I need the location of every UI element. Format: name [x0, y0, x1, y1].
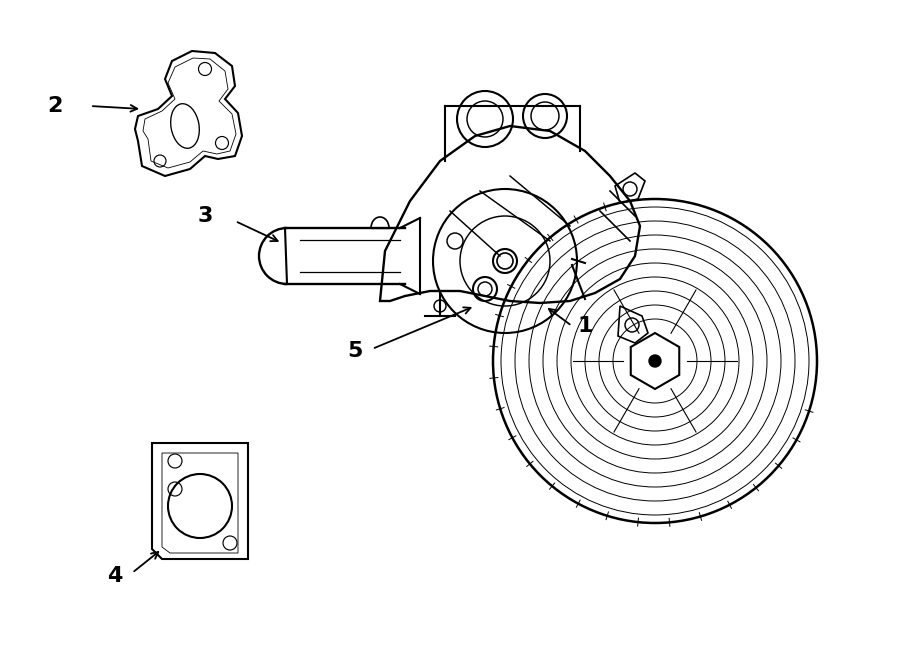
- Text: 2: 2: [48, 96, 63, 116]
- Text: 3: 3: [197, 206, 212, 226]
- Circle shape: [497, 253, 513, 269]
- Text: 5: 5: [347, 341, 363, 361]
- Circle shape: [649, 355, 661, 367]
- Text: 4: 4: [107, 566, 122, 586]
- Text: 1: 1: [577, 316, 593, 336]
